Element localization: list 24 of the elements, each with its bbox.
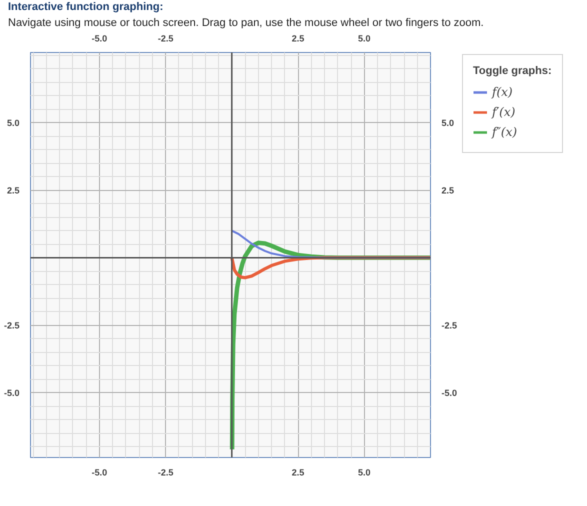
line-series bbox=[230, 256, 430, 280]
y2-tick-label: -2.5 bbox=[442, 321, 458, 332]
legend-title: Toggle graphs: bbox=[473, 65, 552, 78]
y-tick-label: 5.0 bbox=[6, 118, 20, 129]
legend-label: f″(x) bbox=[492, 125, 518, 140]
x-tick-label: -2.5 bbox=[158, 34, 174, 44]
legend-label: f(x) bbox=[492, 85, 513, 100]
y2-tick-label: -5.0 bbox=[442, 388, 458, 399]
x2-tick-label: 2.5 bbox=[292, 468, 304, 478]
legend-label: f′(x) bbox=[492, 105, 516, 120]
y2-tick-label: 5.0 bbox=[442, 118, 454, 129]
x2-tick-label: 5.0 bbox=[358, 468, 371, 478]
y-tick-label: -2.5 bbox=[4, 321, 20, 332]
x2-tick-label: -2.5 bbox=[158, 468, 174, 478]
line-series bbox=[230, 230, 430, 260]
y2-tick-label: 2.5 bbox=[442, 186, 454, 196]
chart-title: Interactive function graphing: bbox=[8, 0, 164, 15]
y-tick-label: 2.5 bbox=[6, 186, 20, 196]
x2-tick-label: -5.0 bbox=[92, 468, 108, 478]
x-tick-label: 5.0 bbox=[358, 34, 371, 44]
x-tick-label: 2.5 bbox=[292, 34, 304, 44]
chart-subtitle: Navigate using mouse or touch screen. Drag to pan, use the mouse wheel or two fingers to zoom. bbox=[8, 16, 484, 31]
x-tick-label: -5.0 bbox=[92, 34, 108, 44]
y-tick-label: -5.0 bbox=[4, 388, 20, 399]
